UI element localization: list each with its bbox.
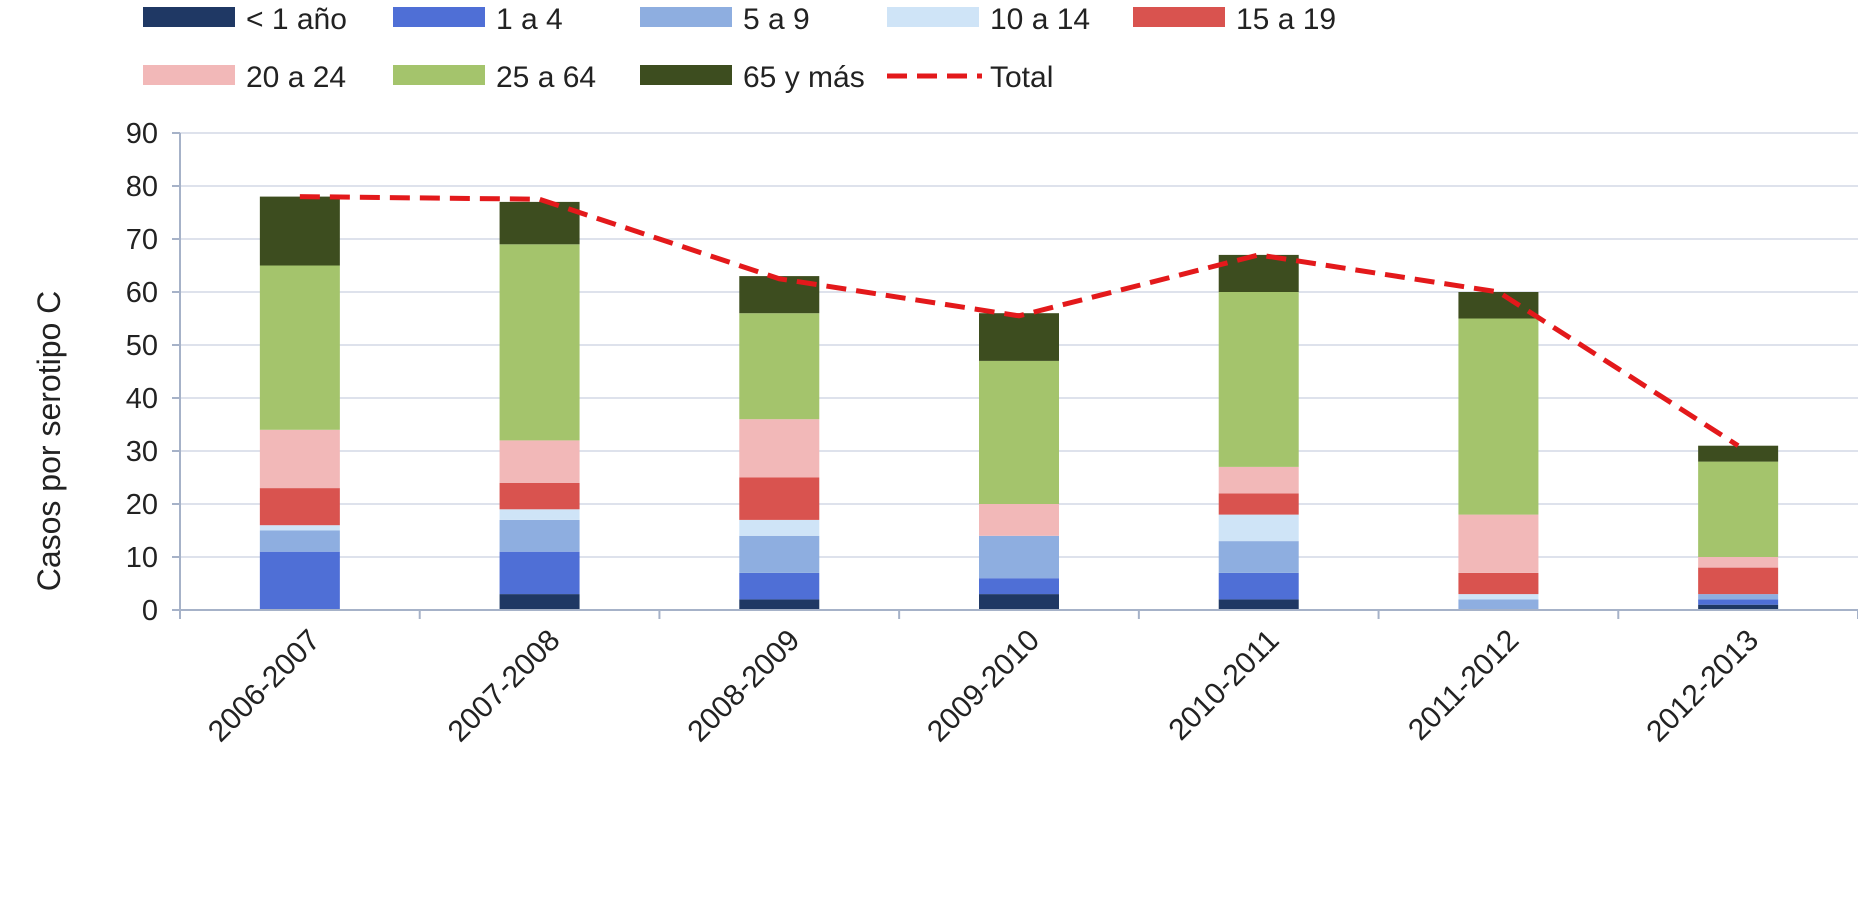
bar-segment (1218, 493, 1299, 515)
legend-swatch (393, 65, 485, 85)
x-tick-label: 2012-2013 (1640, 624, 1765, 749)
legend-swatch (640, 65, 732, 85)
total-series-line (299, 194, 1740, 448)
bars (259, 196, 1779, 610)
bar-segment (1458, 514, 1539, 573)
y-tick-label: 70 (126, 224, 158, 256)
bar-segment (739, 519, 820, 536)
bar-segment (259, 196, 340, 266)
bar-segment (1698, 567, 1779, 595)
bar-segment (739, 313, 820, 420)
bar-segment (1218, 254, 1299, 292)
bar-segment (979, 594, 1059, 610)
legend-label: 10 a 14 (990, 3, 1090, 36)
bar-segment (979, 535, 1059, 579)
y-tick-label: 0 (142, 595, 158, 627)
bar-segment (1218, 572, 1299, 600)
legend-label: < 1 año (246, 3, 347, 36)
y-tick-label: 40 (126, 383, 158, 415)
bar-segment (259, 530, 340, 552)
bar-segment (739, 419, 820, 478)
bar-segment (499, 201, 580, 245)
y-axis-title: Casos por serotipo C (31, 291, 67, 592)
legend-label: 5 a 9 (743, 3, 810, 36)
y-tick-label: 30 (126, 436, 158, 468)
y-tick-labels: 0 10 20 30 40 50 60 70 80 90 (126, 118, 158, 627)
bar-segment (1698, 461, 1779, 557)
y-tick-label: 60 (126, 277, 158, 309)
y-tick-label: 10 (126, 542, 158, 574)
bar-segment (499, 509, 580, 520)
bar-segment (979, 578, 1059, 595)
y-tick-label: 50 (126, 330, 158, 362)
bar-segment (499, 482, 580, 510)
bar-segment (1698, 557, 1779, 568)
legend-swatch (143, 7, 235, 27)
legend-swatch (393, 7, 485, 27)
legend-label: 1 a 4 (496, 3, 563, 36)
bar-segment (499, 551, 580, 595)
bar-segment (1218, 599, 1299, 610)
x-tick-label: 2006-2007 (202, 624, 327, 749)
x-tick-label: 2010-2011 (1162, 624, 1285, 747)
y-tick-label: 20 (126, 489, 158, 521)
bar-segment (739, 599, 820, 610)
legend-label: 65 y más (743, 61, 865, 94)
bar-segment (259, 551, 340, 610)
y-tick-label: 90 (126, 118, 158, 150)
legend-label: Total (990, 61, 1053, 94)
bar-segment (499, 244, 580, 441)
bar-segment (979, 360, 1059, 504)
bar-segment (1458, 599, 1539, 610)
x-tick-label: 2011-2012 (1402, 624, 1525, 747)
legend-label: 25 a 64 (496, 61, 596, 94)
bar-segment (1218, 466, 1299, 494)
x-tick-labels: 2006-2007 2007-2008 2008-2009 2009-2010 2010… (202, 624, 1765, 749)
bar-segment (259, 525, 340, 531)
x-tick-label: 2008-2009 (681, 624, 806, 749)
bar-segment (1698, 445, 1779, 462)
bar-segment (1698, 604, 1779, 610)
bar-segment (739, 477, 820, 520)
bar-segment (499, 519, 580, 552)
total-line (299, 194, 1740, 448)
axes (172, 132, 1858, 619)
bar-segment (979, 313, 1059, 361)
bar-segment (1218, 292, 1299, 467)
bar-segment (1218, 541, 1299, 573)
legend-swatch (1133, 7, 1225, 27)
legend: < 1 año 1 a 4 5 a 9 10 a 14 15 a 19 20 a 24 25… (143, 3, 1336, 94)
bar-segment (1458, 318, 1539, 515)
bar-segment (259, 265, 340, 430)
x-tick-label: 2009-2010 (921, 624, 1046, 749)
bar-segment (259, 488, 340, 526)
legend-swatch (887, 7, 979, 27)
bar-segment (499, 594, 580, 610)
x-tick-label: 2007-2008 (442, 624, 567, 749)
legend-swatch (640, 7, 732, 27)
legend-swatch (143, 65, 235, 85)
bar-segment (259, 429, 340, 489)
bar-segment (739, 572, 820, 600)
bar-segment (979, 504, 1059, 536)
legend-label: 15 a 19 (1236, 3, 1336, 36)
bar-segment (739, 535, 820, 573)
legend-label: 20 a 24 (246, 61, 346, 94)
bar-segment (1698, 594, 1779, 600)
bar-segment (1458, 292, 1539, 319)
bar-segment (1458, 594, 1539, 600)
bar-segment (1458, 572, 1539, 595)
bar-segment (1218, 514, 1299, 542)
bar-segment (499, 440, 580, 483)
y-tick-label: 80 (126, 171, 158, 203)
bar-segment (1698, 599, 1779, 605)
